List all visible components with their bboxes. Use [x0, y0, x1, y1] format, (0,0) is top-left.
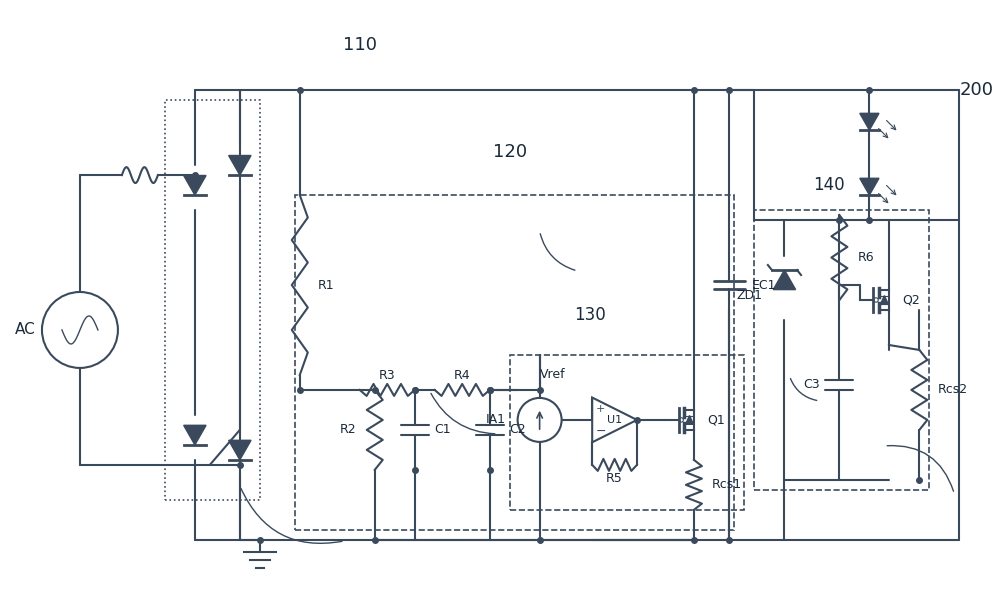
Text: Q1: Q1	[707, 414, 725, 427]
Text: Rcs2: Rcs2	[937, 384, 967, 397]
Text: 110: 110	[343, 36, 377, 54]
Text: EC1: EC1	[751, 278, 776, 291]
Text: Q2: Q2	[902, 294, 920, 307]
Bar	[295, 195, 734, 530]
Polygon shape	[184, 176, 206, 195]
Polygon shape	[686, 415, 693, 424]
Text: R6: R6	[857, 251, 874, 264]
Polygon shape	[880, 296, 888, 304]
Text: C3: C3	[803, 378, 819, 391]
Text: 200: 200	[959, 81, 993, 99]
Text: AC: AC	[15, 323, 35, 337]
Polygon shape	[184, 426, 206, 445]
Text: R2: R2	[340, 423, 357, 436]
Text: 130: 130	[574, 306, 605, 324]
Text: Vref: Vref	[540, 368, 565, 381]
Text: Rcs1: Rcs1	[712, 478, 742, 491]
Text: −: −	[595, 424, 606, 437]
Text: R3: R3	[379, 369, 396, 382]
Polygon shape	[773, 270, 796, 290]
Polygon shape	[860, 178, 879, 195]
Polygon shape	[229, 155, 251, 175]
Bar	[754, 210, 929, 490]
Text: 140: 140	[814, 176, 845, 194]
Text: 120: 120	[493, 143, 527, 161]
Text: R4: R4	[454, 369, 470, 382]
Text: U1: U1	[607, 415, 622, 425]
Text: R1: R1	[318, 278, 334, 291]
Bar	[510, 355, 744, 510]
Text: IA1: IA1	[486, 414, 506, 427]
Text: +: +	[596, 404, 605, 414]
Text: ZD1: ZD1	[736, 288, 762, 301]
Polygon shape	[860, 113, 879, 130]
Text: C1: C1	[435, 423, 451, 436]
Text: C2: C2	[510, 423, 526, 436]
Bar	[165, 100, 260, 500]
Polygon shape	[229, 440, 251, 460]
Text: R5: R5	[606, 472, 623, 485]
